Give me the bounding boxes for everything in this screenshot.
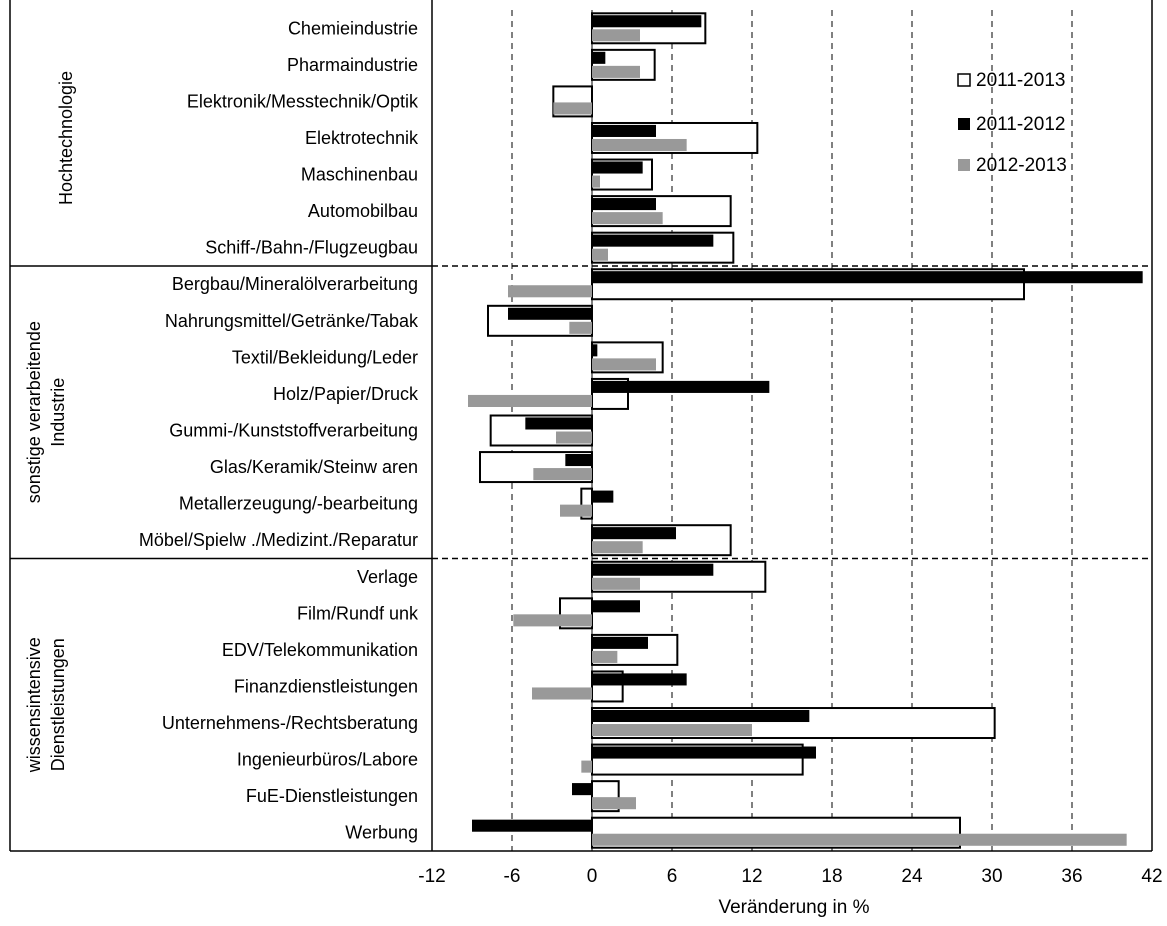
group-label: Dienstleistungen [48, 638, 68, 771]
bar-2012-2013 [553, 102, 592, 115]
bar-2011-2012 [592, 636, 648, 649]
bar-2012-2013 [592, 541, 643, 554]
category-label: Bergbau/Mineralölverarbeitung [172, 274, 418, 294]
legend: 2011-2013 2011-2012 2012-2013 [957, 70, 1067, 176]
bar-2012-2013 [592, 797, 636, 810]
category-label: Textil/Bekleidung/Leder [232, 347, 418, 367]
x-tick-label: 24 [901, 866, 923, 887]
category-label: Möbel/Spielw ./Medizint./Reparatur [139, 530, 418, 550]
bar-2012-2013 [468, 394, 592, 408]
bar-2011-2012 [592, 198, 656, 211]
bar-2011-2012 [592, 563, 714, 576]
x-tick-label: -12 [418, 866, 445, 887]
x-tick-label: 0 [587, 866, 598, 887]
plot-frame [9, 0, 1153, 852]
legend-label: 2012-2013 [976, 155, 1067, 176]
x-tick-label: 42 [1141, 866, 1162, 887]
bar-2011-2012 [592, 271, 1143, 284]
bar-2012-2013 [556, 431, 592, 444]
bar-2011-2012 [592, 380, 770, 393]
group-labels: Hochtechnologie sonstige verarbeitende Ind… [24, 71, 76, 773]
category-label: Automobilbau [308, 201, 418, 221]
bar-2012-2013 [513, 614, 592, 627]
bar-2011-2012 [592, 234, 714, 247]
bar-2012-2013 [592, 138, 687, 152]
category-label: Pharmaindustrie [287, 55, 418, 75]
category-label: Schiff-/Bahn-/Flugzeugbau [205, 238, 418, 258]
bar-2011-2012 [592, 527, 676, 540]
bar-2012-2013 [533, 468, 592, 481]
category-label: Elektronik/Messtechnik/Optik [187, 91, 419, 111]
bar-2012-2013 [592, 65, 640, 78]
legend-label: 2011-2012 [976, 114, 1065, 135]
legend-label: 2011-2013 [976, 70, 1065, 91]
category-label: Film/Rundf unk [297, 603, 419, 623]
bar-2012-2013 [592, 248, 608, 261]
x-axis-tick-labels: -12 -6 0 6 12 18 24 30 36 42 [418, 866, 1162, 887]
legend-swatch [957, 73, 971, 87]
category-label: FuE-Dienstleistungen [246, 786, 418, 806]
bar-2011-2012 [508, 307, 592, 320]
category-label: Unternehmens-/Rechtsberatung [162, 713, 418, 733]
plot-area [9, 0, 1153, 852]
category-labels: Chemieindustrie Pharmaindustrie Elektronik… [139, 18, 419, 842]
bar-2011-2012 [565, 453, 592, 467]
bar-2011-2012 [592, 490, 614, 503]
bars [468, 12, 1143, 849]
bar-2011-2013 [580, 487, 593, 520]
bar-2012-2013 [592, 212, 663, 225]
bar-2011-2012 [592, 15, 702, 28]
group-label: Hochtechnologie [56, 71, 76, 205]
bar-2012-2013 [569, 321, 592, 334]
bar-2011-2012 [472, 819, 592, 832]
x-axis-label: Veränderung in % [718, 897, 869, 918]
category-label: Holz/Papier/Druck [273, 384, 419, 404]
category-label: Metallerzeugung/-bearbeitung [179, 494, 418, 514]
legend-swatch [958, 118, 970, 130]
bar-2012-2013 [592, 29, 640, 42]
category-label: Nahrungsmittel/Getränke/Tabak [165, 311, 419, 331]
bar-2011-2012 [592, 600, 640, 613]
bar-2011-2012 [572, 783, 592, 796]
category-label: Elektrotechnik [305, 128, 419, 148]
x-tick-label: 30 [981, 866, 1002, 887]
bar-2011-2012 [525, 417, 592, 430]
category-label: Maschinenbau [301, 165, 418, 185]
bar-2012-2013 [592, 833, 1127, 846]
bar-2012-2013 [592, 175, 600, 188]
group-label: Industrie [48, 378, 68, 447]
bar-2012-2013 [592, 724, 752, 737]
bar-2011-2012 [592, 161, 643, 174]
category-label: Werbung [345, 823, 418, 843]
bar-2011-2012 [592, 124, 656, 137]
legend-swatch [958, 159, 970, 171]
category-label: Verlage [357, 567, 418, 587]
bar-2011-2012 [592, 673, 687, 686]
x-tick-label: -6 [504, 866, 521, 887]
bar-2012-2013 [592, 577, 640, 590]
bar-2012-2013 [508, 285, 592, 298]
bar-2012-2013 [592, 650, 618, 663]
bar-2011-2012 [592, 344, 598, 357]
category-label: Glas/Keramik/Steinw aren [210, 457, 418, 477]
bar-2012-2013 [581, 760, 592, 773]
category-label: Finanzdienstleistungen [234, 676, 418, 696]
bar-2011-2012 [592, 709, 810, 723]
category-label: EDV/Telekommunikation [222, 640, 418, 660]
x-tick-label: 18 [821, 866, 842, 887]
bar-2011-2012 [592, 51, 606, 64]
x-tick-label: 36 [1061, 866, 1082, 887]
x-tick-label: 6 [667, 866, 678, 887]
x-tick-label: 12 [741, 866, 762, 887]
bar-2012-2013 [532, 687, 592, 700]
bar-2012-2013 [560, 504, 592, 517]
bar-2011-2012 [592, 746, 816, 759]
category-label: Ingenieurbüros/Labore [237, 750, 418, 770]
group-label: sonstige verarbeitende [24, 321, 44, 503]
category-label: Gummi-/Kunststoffverarbeitung [169, 421, 418, 441]
bar-2012-2013 [592, 358, 656, 371]
group-label: wissensintensive [24, 637, 44, 773]
category-label: Chemieindustrie [288, 18, 418, 38]
